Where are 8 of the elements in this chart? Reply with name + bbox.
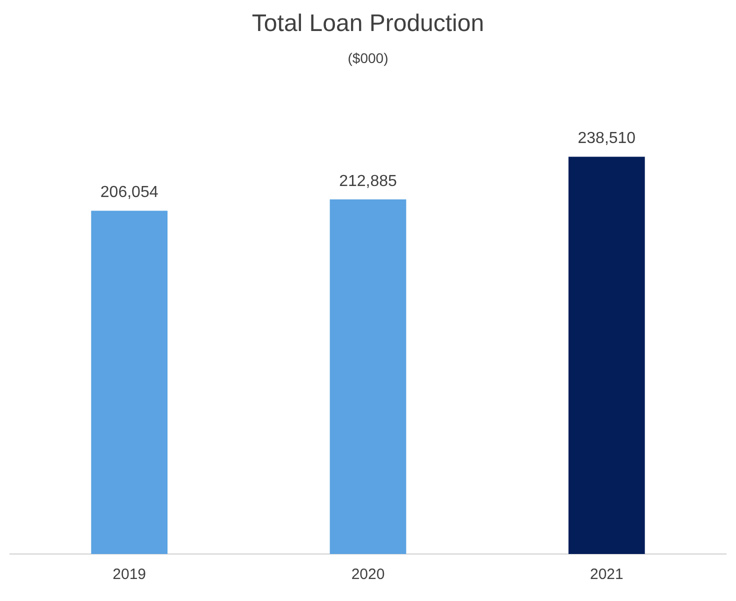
chart-subtitle: ($000)	[348, 50, 388, 66]
x-tick-label: 2019	[112, 566, 146, 584]
x-tick-label: 2020	[351, 566, 385, 584]
data-label: 238,510	[578, 130, 636, 148]
x-tick-label: 2021	[590, 566, 624, 584]
data-label: 206,054	[100, 184, 158, 202]
data-label: 212,885	[339, 172, 398, 190]
chart-title: Total Loan Production	[252, 10, 484, 38]
